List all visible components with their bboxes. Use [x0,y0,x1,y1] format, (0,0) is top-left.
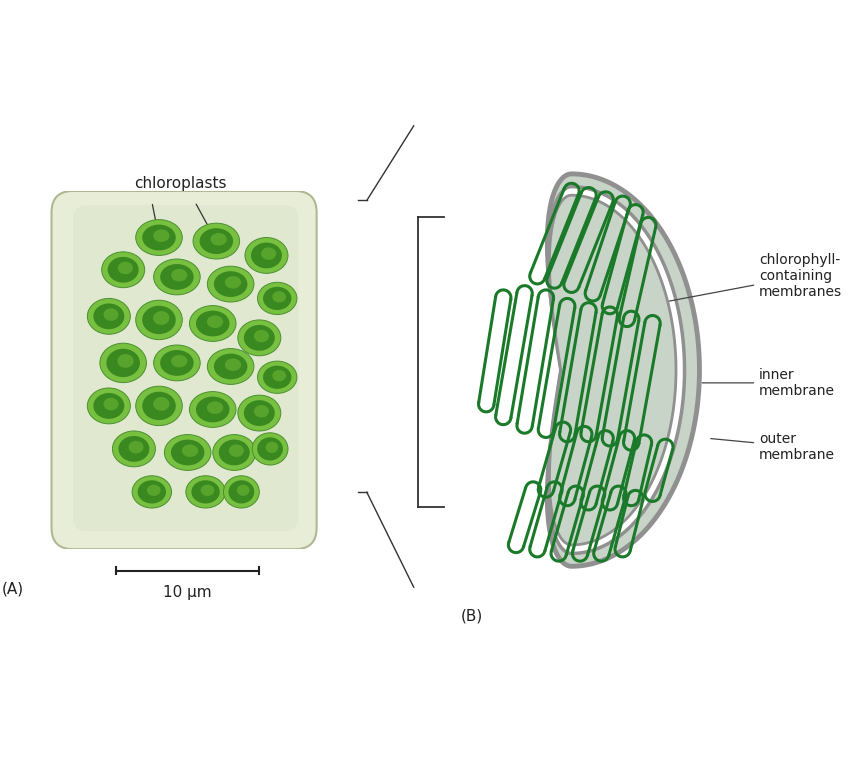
Ellipse shape [200,485,214,496]
Ellipse shape [189,392,236,427]
Ellipse shape [196,311,229,336]
Ellipse shape [87,298,130,335]
Ellipse shape [135,386,182,426]
Text: inner
membrane: inner membrane [701,368,834,398]
Ellipse shape [254,330,268,342]
Ellipse shape [245,237,288,274]
Ellipse shape [265,442,278,453]
FancyBboxPatch shape [51,191,316,549]
Ellipse shape [191,480,220,503]
Ellipse shape [118,261,133,274]
Ellipse shape [93,393,124,419]
Ellipse shape [272,291,285,302]
Ellipse shape [261,247,276,260]
Ellipse shape [142,306,176,334]
Ellipse shape [214,354,247,379]
Ellipse shape [135,220,182,255]
Text: (A): (A) [2,581,24,597]
Ellipse shape [254,405,268,418]
Ellipse shape [181,444,198,457]
Ellipse shape [207,266,254,302]
Ellipse shape [196,396,229,423]
Ellipse shape [189,305,236,342]
Ellipse shape [210,233,227,246]
Ellipse shape [153,311,170,325]
Text: outer
membrane: outer membrane [710,432,834,462]
Ellipse shape [207,315,223,328]
Ellipse shape [93,304,124,329]
Ellipse shape [87,388,130,424]
Ellipse shape [212,435,256,470]
Ellipse shape [107,257,139,283]
Ellipse shape [171,269,187,281]
Ellipse shape [257,361,296,393]
Polygon shape [547,174,699,566]
Ellipse shape [164,435,210,470]
Ellipse shape [171,355,187,368]
Ellipse shape [142,392,176,420]
Ellipse shape [118,354,134,368]
Ellipse shape [228,444,244,457]
Ellipse shape [135,300,182,340]
Ellipse shape [160,350,193,375]
Ellipse shape [199,228,233,254]
Ellipse shape [106,348,140,377]
Ellipse shape [244,325,274,351]
Ellipse shape [207,348,254,385]
Ellipse shape [225,359,241,371]
Ellipse shape [257,282,296,315]
Ellipse shape [101,252,145,288]
Ellipse shape [153,345,200,381]
Ellipse shape [118,436,149,462]
Polygon shape [549,195,675,545]
Ellipse shape [228,480,254,503]
Ellipse shape [244,400,274,426]
Ellipse shape [214,271,247,297]
Ellipse shape [153,259,200,295]
Ellipse shape [250,243,282,268]
Ellipse shape [218,439,250,466]
Ellipse shape [186,476,225,508]
Ellipse shape [223,476,259,508]
Ellipse shape [225,276,241,288]
Ellipse shape [103,398,118,410]
FancyBboxPatch shape [73,205,298,531]
Ellipse shape [103,308,118,321]
Ellipse shape [252,433,288,465]
Ellipse shape [153,397,170,411]
Ellipse shape [193,223,239,259]
Ellipse shape [129,441,143,453]
Text: (B): (B) [460,609,482,624]
Ellipse shape [262,365,291,389]
Text: chloroplasts: chloroplasts [134,176,227,191]
Ellipse shape [238,320,280,355]
Ellipse shape [112,431,155,466]
Ellipse shape [262,287,291,310]
Polygon shape [548,187,683,554]
Ellipse shape [132,476,171,508]
Ellipse shape [256,437,283,460]
Ellipse shape [100,343,147,382]
Ellipse shape [237,485,249,496]
Text: chlorophyll-
containing
membranes: chlorophyll- containing membranes [667,253,841,301]
Ellipse shape [238,396,280,431]
Ellipse shape [153,230,170,242]
Text: 10 μm: 10 μm [163,585,212,600]
Ellipse shape [160,264,193,290]
Ellipse shape [147,485,160,496]
Ellipse shape [170,439,204,466]
Ellipse shape [272,370,285,382]
Ellipse shape [142,224,176,251]
Ellipse shape [137,480,166,503]
Ellipse shape [207,402,223,414]
